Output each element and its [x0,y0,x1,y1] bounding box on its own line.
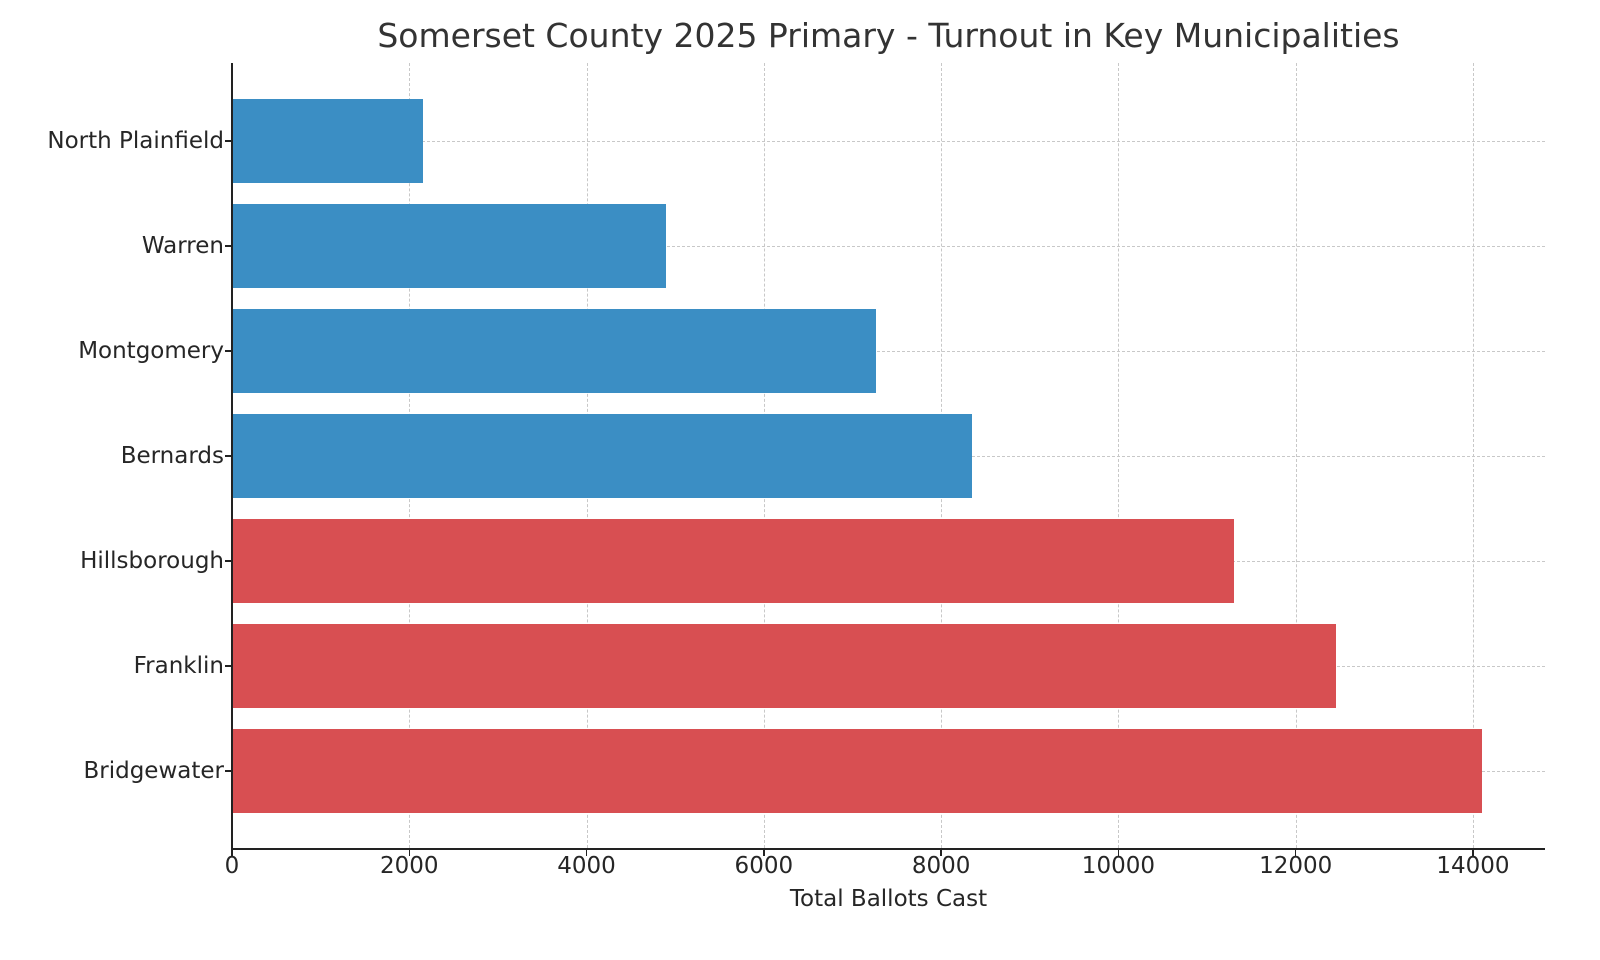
x-tick-label: 12000 [1259,853,1333,879]
chart-title: Somerset County 2025 Primary - Turnout i… [377,16,1400,55]
bar-north-plainfield [232,99,423,183]
plot-area [232,63,1545,848]
x-tick-label: 4000 [557,853,616,879]
y-tick-mark [225,560,232,562]
y-tick-label: Hillsborough [80,548,224,574]
y-tick-mark [225,350,232,352]
x-grid-line [1118,63,1120,848]
y-axis-line [231,63,233,850]
x-tick-mark [231,849,233,856]
bar-bridgewater [232,729,1482,813]
y-grid-line [232,351,1545,352]
y-tick-mark [225,455,232,457]
x-tick-mark [763,849,765,856]
x-tick-label: 8000 [911,853,971,879]
bar-bernards [232,414,973,498]
x-tick-mark [1294,849,1297,856]
bar-hillsborough [232,519,1234,603]
x-tick-label: 6000 [734,853,794,879]
y-tick-label: Montgomery [78,338,224,364]
y-tick-mark [225,140,232,142]
x-tick-mark [1472,849,1474,856]
x-tick-label: 14000 [1436,853,1510,879]
x-tick-mark [585,849,588,856]
x-axis-label: Total Ballots Cast [789,886,988,912]
x-tick-label: 2000 [379,853,439,879]
x-tick-mark [940,849,942,856]
x-grid-line [1472,63,1474,848]
y-tick-mark [225,245,232,247]
y-tick-label: North Plainfield [47,128,224,154]
bar-warren [232,204,667,288]
y-tick-label: Bernards [120,443,224,469]
y-grid-line [232,246,1545,247]
x-tick-label: 10000 [1081,853,1155,879]
y-tick-label: Bridgewater [83,758,224,784]
x-grid-line [1295,63,1297,848]
y-tick-mark [225,770,232,772]
bar-montgomery [232,309,877,393]
y-tick-label: Warren [141,233,224,259]
y-grid-line [232,141,1545,142]
bar-franklin [232,624,1337,708]
x-tick-mark [1117,849,1120,856]
y-tick-label: Franklin [133,653,224,679]
x-axis-line [231,848,1545,850]
bars [232,63,1545,848]
y-tick-mark [225,665,232,667]
x-tick-label: 0 [224,853,240,879]
x-tick-mark [408,849,411,856]
